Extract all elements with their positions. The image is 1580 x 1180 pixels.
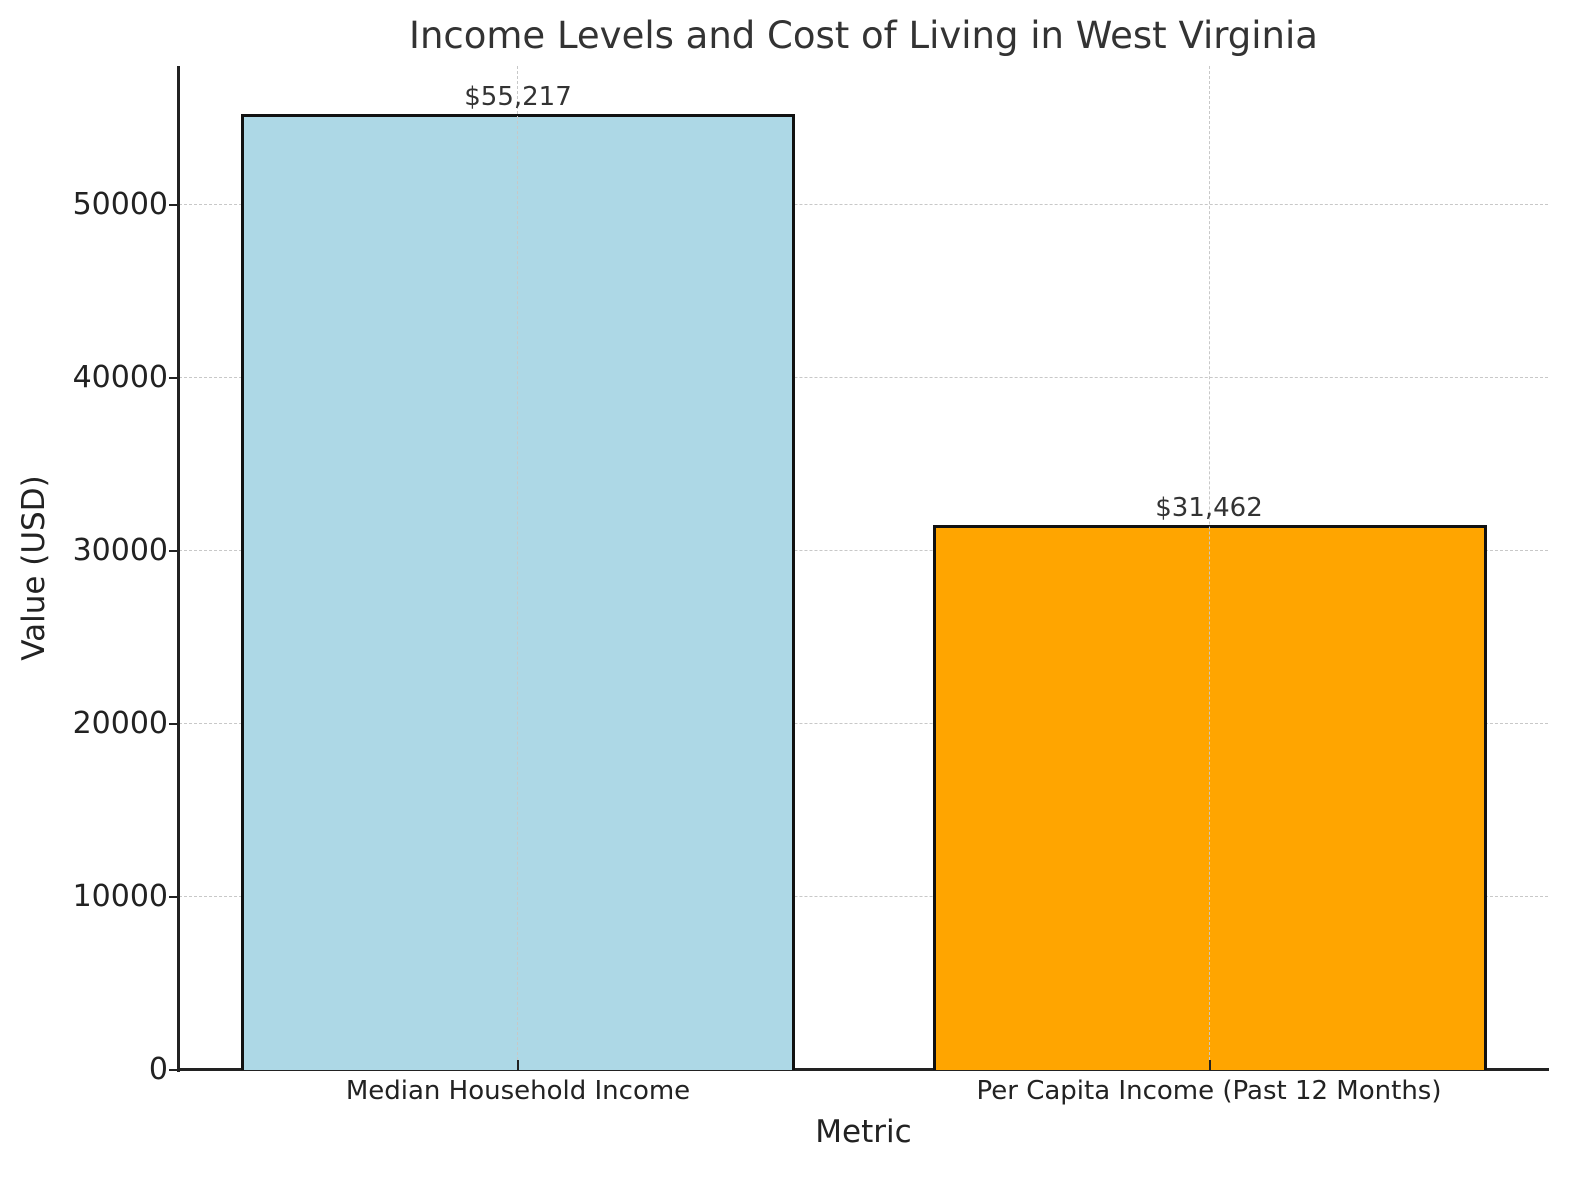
x-tick-mark xyxy=(517,1060,519,1070)
x-axis-line xyxy=(177,1068,1549,1071)
value-label-per-capita-income: $31,462 xyxy=(1155,493,1263,523)
gridline-y-10000 xyxy=(179,896,1548,897)
gridline-y-30000 xyxy=(179,550,1548,551)
x-tick-label-per-capita-income: Per Capita Income (Past 12 Months) xyxy=(976,1076,1442,1106)
gridline-x-median-household-income xyxy=(517,66,518,1070)
gridline-y-20000 xyxy=(179,723,1548,724)
chart-title: Income Levels and Cost of Living in West… xyxy=(409,14,1318,57)
x-tick-label-median-household-income: Median Household Income xyxy=(345,1076,691,1106)
x-axis-label: Metric xyxy=(815,1114,912,1150)
y-tick-mark xyxy=(169,377,178,379)
y-tick-label: 20000 xyxy=(72,706,168,741)
value-label-median-household-income: $55,217 xyxy=(464,82,572,112)
y-axis-label: Value (USD) xyxy=(16,475,52,661)
bar-median-household-income xyxy=(241,114,795,1070)
gridline-x-per-capita-income xyxy=(1209,66,1210,1070)
y-tick-label: 30000 xyxy=(72,533,168,568)
y-tick-label: 50000 xyxy=(72,187,168,222)
y-tick-label: 10000 xyxy=(72,879,168,914)
y-tick-label: 40000 xyxy=(72,360,168,395)
y-tick-mark xyxy=(169,723,178,725)
gridline-y-50000 xyxy=(179,204,1548,205)
x-tick-mark xyxy=(1209,1060,1211,1070)
y-tick-mark xyxy=(169,550,178,552)
y-tick-mark xyxy=(169,1069,178,1071)
bar-per-capita-income xyxy=(933,525,1487,1070)
y-tick-mark xyxy=(169,204,178,206)
y-tick-mark xyxy=(169,896,178,898)
gridline-y-40000 xyxy=(179,377,1548,378)
y-tick-label: 0 xyxy=(148,1052,168,1087)
y-axis-line xyxy=(177,66,180,1072)
